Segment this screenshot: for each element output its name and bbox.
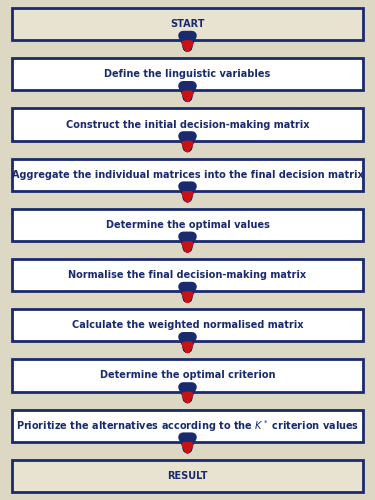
Bar [12, 58, 363, 90]
Bar [12, 360, 363, 392]
Text: Construct the initial decision-making matrix: Construct the initial decision-making ma… [66, 120, 309, 130]
Text: Determine the optimal values: Determine the optimal values [106, 220, 269, 230]
Bar [12, 108, 363, 140]
Text: RESULT: RESULT [167, 471, 208, 481]
Text: Calculate the weighted normalised matrix: Calculate the weighted normalised matrix [72, 320, 303, 330]
Bar [12, 8, 363, 40]
Text: Define the linguistic variables: Define the linguistic variables [104, 70, 271, 80]
Text: Determine the optimal criterion: Determine the optimal criterion [100, 370, 275, 380]
Text: START: START [170, 19, 205, 29]
Bar [12, 460, 363, 492]
Bar [12, 309, 363, 342]
Bar [12, 410, 363, 442]
Text: Prioritize the alternatives according to the $K^*$ criterion values: Prioritize the alternatives according to… [16, 418, 359, 434]
Bar [12, 259, 363, 291]
Text: Aggregate the individual matrices into the final decision matrix: Aggregate the individual matrices into t… [12, 170, 363, 179]
Bar [12, 209, 363, 241]
Bar [12, 158, 363, 191]
Text: Normalise the final decision-making matrix: Normalise the final decision-making matr… [68, 270, 307, 280]
